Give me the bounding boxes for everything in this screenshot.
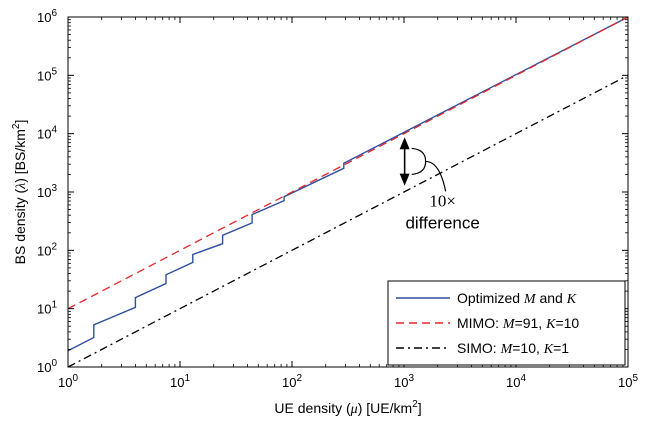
y-axis-label: BS density (λ) [BS/km2] [11, 120, 29, 265]
series-line-2 [67, 74, 629, 368]
legend-label-2: SIMO: M=10, K=1 [457, 340, 569, 357]
annotation: 10× difference [399, 137, 480, 232]
y-tick-label: 101 [37, 300, 57, 317]
legend: Optimized M and K MIMO: M=91, K=10 SIMO: M… [387, 280, 626, 366]
series-line-0 [67, 16, 629, 352]
x-tick-label: 105 [618, 373, 638, 390]
annotation-brace [411, 147, 447, 192]
x-tick-label: 104 [506, 373, 526, 390]
y-tick-label: 104 [37, 125, 57, 142]
annotation-line2: difference [405, 213, 479, 232]
ticks-layer: 100 101 102 103 104 105 100 101 102 103 104 105 106 [37, 8, 638, 390]
legend-label-0: Optimized M and K [457, 290, 577, 307]
y-tick-label: 103 [37, 183, 57, 200]
x-tick-label: 100 [58, 373, 78, 390]
y-tick-label: 106 [37, 8, 57, 25]
series-line-1 [67, 16, 629, 310]
y-tick-label: 100 [37, 358, 57, 375]
series-layer [67, 16, 629, 368]
x-tick-label: 101 [170, 373, 190, 390]
y-tick-label: 102 [37, 241, 57, 258]
x-tick-label: 103 [394, 373, 414, 390]
y-tick-label: 105 [37, 66, 57, 83]
annotation-arrowhead-down [399, 173, 410, 186]
legend-label-1: MIMO: M=91, K=10 [457, 315, 579, 332]
x-tick-label: 102 [282, 373, 302, 390]
annotation-arrowhead-up [399, 137, 410, 150]
x-axis-label: UE density (μ) [UE/km2] [274, 399, 421, 417]
annotation-line1: 10× [429, 191, 456, 210]
